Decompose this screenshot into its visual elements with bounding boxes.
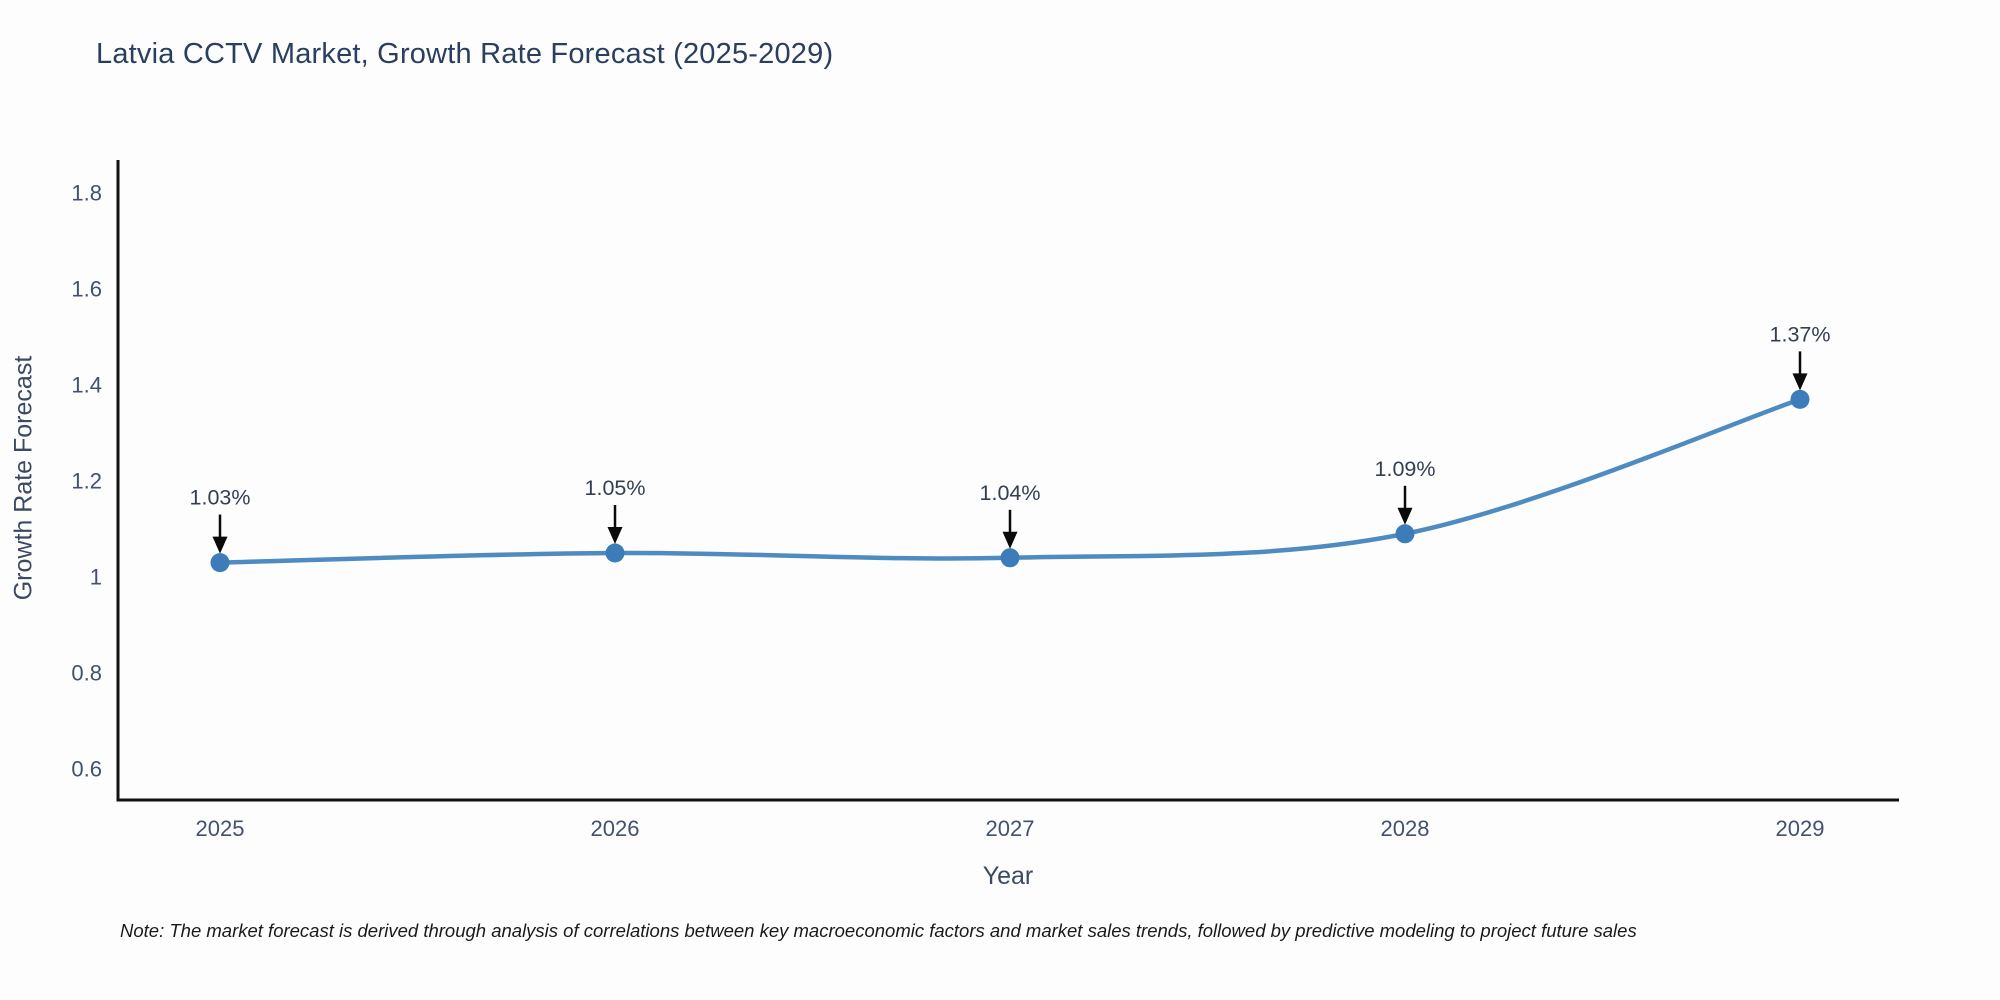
data-point-marker: [605, 543, 625, 563]
y-tick-label: 1.4: [71, 373, 102, 398]
y-tick-label: 0.6: [71, 757, 102, 782]
annotation-label: 1.03%: [190, 486, 251, 510]
point-annotation: 1.05%: [585, 476, 646, 544]
point-annotation: 1.37%: [1770, 322, 1831, 391]
annotation-label: 1.09%: [1375, 457, 1436, 481]
annotation-arrowhead-icon: [1397, 507, 1413, 525]
y-tick-label: 1.6: [71, 277, 102, 302]
annotation-arrowhead-icon: [607, 527, 623, 544]
data-point-marker: [1395, 524, 1415, 544]
point-annotation: 1.09%: [1375, 457, 1436, 525]
x-tick-label: 2028: [1381, 816, 1430, 841]
annotation-label: 1.05%: [585, 476, 646, 500]
point-annotation: 1.04%: [980, 481, 1041, 549]
x-axis-title: Year: [982, 862, 1034, 890]
data-point-marker: [1000, 548, 1020, 568]
y-tick-label: 1: [90, 565, 102, 590]
annotation-label: 1.37%: [1770, 322, 1831, 346]
data-point-marker: [1790, 389, 1810, 409]
x-tick-label: 2027: [986, 816, 1035, 841]
x-tick-label: 2025: [196, 816, 245, 841]
x-tick-label: 2026: [591, 816, 640, 841]
data-point-marker: [210, 553, 230, 573]
annotation-arrowhead-icon: [1002, 531, 1018, 549]
annotation-arrowhead-icon: [1792, 373, 1808, 391]
y-tick-label: 0.8: [71, 661, 102, 686]
annotation-label: 1.04%: [980, 481, 1041, 505]
point-annotation: 1.03%: [190, 486, 251, 554]
y-tick-label: 1.2: [71, 469, 102, 494]
y-tick-label: 1.8: [71, 181, 102, 206]
x-tick-label: 2029: [1776, 816, 1825, 841]
chart-footnote: Note: The market forecast is derived thr…: [120, 920, 1637, 941]
chart-title: Latvia CCTV Market, Growth Rate Forecast…: [96, 38, 834, 70]
annotation-arrowhead-icon: [212, 536, 228, 554]
